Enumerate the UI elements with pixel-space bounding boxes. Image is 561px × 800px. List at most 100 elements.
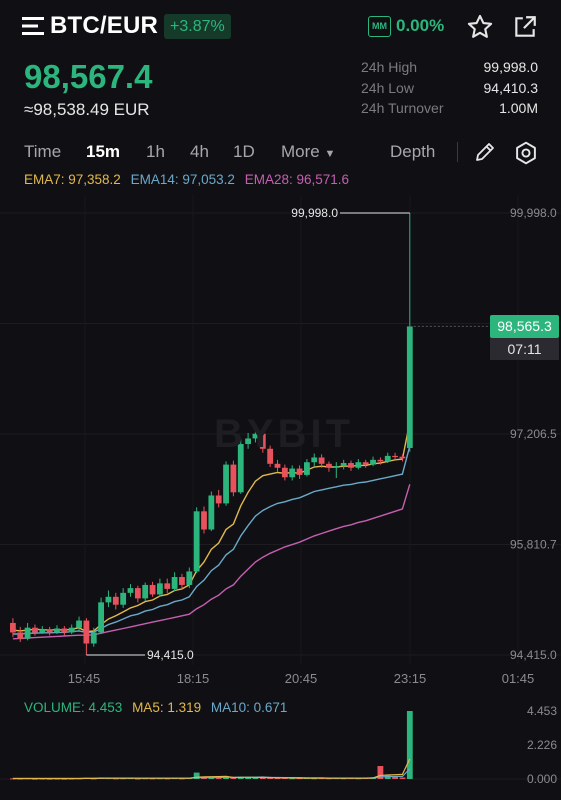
tab-1d[interactable]: 1D <box>233 142 255 161</box>
volume-bar <box>46 778 53 780</box>
candle-body <box>208 495 215 530</box>
candle-body <box>10 622 16 633</box>
header: BTC/EUR +3.87% MM 0.00% <box>0 0 561 52</box>
candle-body <box>24 627 31 639</box>
candle-body <box>193 511 200 572</box>
tab-time[interactable]: Time <box>24 142 62 161</box>
candle-body <box>215 495 222 504</box>
stat-label-turnover: 24h Turnover <box>361 100 444 116</box>
volume-bar <box>201 777 207 779</box>
volume-bar <box>179 778 185 780</box>
candle-body <box>245 438 251 445</box>
price-chart[interactable]: 99,998.0 94,415.0 99,998.0 97,206.5 95,810.7… <box>0 195 561 800</box>
tab-more[interactable]: More ▼ <box>281 142 335 162</box>
pencil-icon[interactable] <box>473 140 497 164</box>
volume-bar <box>281 777 288 779</box>
low-marker-label: 94,415.0 <box>147 648 194 662</box>
fiat-price: ≈98,538.49 EUR <box>24 100 150 119</box>
x-tick-label: 15:45 <box>68 671 101 686</box>
candle-body <box>17 632 24 639</box>
candle-body <box>127 588 134 593</box>
candle-body <box>318 457 325 464</box>
candle-body <box>179 577 185 585</box>
volume-bar <box>61 778 68 780</box>
tab-15m[interactable]: 15m <box>86 142 121 161</box>
y-tick-label: 95,810.7 <box>510 538 557 552</box>
candle-body <box>112 596 119 605</box>
candle-body <box>171 577 178 589</box>
star-icon[interactable] <box>466 13 494 41</box>
interval-tabs: Time 15m 1h 4h 1D More ▼ Depth <box>0 138 561 166</box>
candle-body <box>296 468 303 475</box>
volume-bar <box>289 778 296 780</box>
change-badge: +3.87% <box>164 14 231 39</box>
mm-value[interactable]: 0.00% <box>396 16 445 35</box>
tab-4h[interactable]: 4h <box>190 142 209 161</box>
volume-bar <box>193 772 200 779</box>
candle-body <box>406 326 413 448</box>
volume-bar <box>32 778 38 780</box>
volume-y-tick-label: 0.000 <box>527 772 557 786</box>
volume-bar <box>259 777 266 779</box>
volume-bar <box>340 778 347 780</box>
volume-y-tick-label: 2.226 <box>527 738 557 752</box>
ema14-label: EMA14: 97,053.2 <box>130 172 235 187</box>
volume-bar <box>245 777 251 779</box>
volume-bar <box>112 778 119 780</box>
candle-body <box>384 455 391 462</box>
candle-body <box>54 628 60 633</box>
volume-bar <box>237 776 244 779</box>
candle-body <box>355 462 362 468</box>
volume-bar <box>384 775 391 779</box>
volume-legend: VOLUME: 4.453 MA5: 1.319 MA10: 0.671 <box>24 700 293 715</box>
chart-canvas[interactable]: 99,998.0 94,415.0 99,998.0 97,206.5 95,810.7… <box>0 195 561 800</box>
candle-body <box>399 456 406 459</box>
settings-icon[interactable] <box>513 140 539 166</box>
candle-body <box>76 620 82 628</box>
candle-body <box>377 459 384 462</box>
stat-value-high: 99,998.0 <box>483 59 539 75</box>
candle-body <box>252 433 259 439</box>
candle-body <box>157 583 163 595</box>
candle-body <box>230 464 237 493</box>
candle-body <box>362 462 369 465</box>
external-link-icon[interactable] <box>512 14 538 40</box>
divider <box>457 142 458 162</box>
tab-depth[interactable]: Depth <box>390 142 436 161</box>
ma5-label: MA5: 1.319 <box>132 700 202 715</box>
candle-body <box>90 632 97 644</box>
pair-title[interactable]: BTC/EUR <box>50 12 159 39</box>
x-tick-label: 20:45 <box>285 671 318 686</box>
candle-body <box>68 627 75 633</box>
volume-bar <box>406 711 413 779</box>
candle-body <box>83 620 90 644</box>
candle-body <box>61 628 68 633</box>
candle-body <box>105 596 112 603</box>
ema14-line <box>12 445 411 635</box>
candle-body <box>142 584 149 599</box>
tab-1h[interactable]: 1h <box>146 142 165 161</box>
stat-value-low: 94,410.3 <box>483 80 539 96</box>
volume-bar <box>164 778 171 780</box>
candle-body <box>46 629 53 633</box>
volume-bar <box>134 778 141 780</box>
y-tick-label: 97,206.5 <box>510 427 557 441</box>
ema-legend: EMA7: 97,358.2 EMA14: 97,053.2 EMA28: 96… <box>24 172 355 187</box>
candle-body <box>237 444 244 493</box>
x-tick-label: 01:45 <box>502 671 535 686</box>
y-tick-label: 94,415.0 <box>510 648 557 662</box>
ema28-line <box>12 484 411 640</box>
mm-icon[interactable]: MM <box>368 16 391 37</box>
stat-label-high: 24h High <box>361 59 418 75</box>
high-marker-label: 99,998.0 <box>291 206 338 220</box>
volume-bar <box>311 778 318 780</box>
volume-bar <box>267 777 274 779</box>
volume-label: VOLUME: 4.453 <box>24 700 123 715</box>
volume-bar <box>377 766 384 779</box>
last-price: 98,567.4 <box>24 58 153 95</box>
volume-bar <box>215 778 222 780</box>
candle-body <box>311 457 318 463</box>
menu-icon[interactable] <box>22 16 44 36</box>
x-tick-label: 23:15 <box>394 671 427 686</box>
candle-body <box>340 463 347 467</box>
